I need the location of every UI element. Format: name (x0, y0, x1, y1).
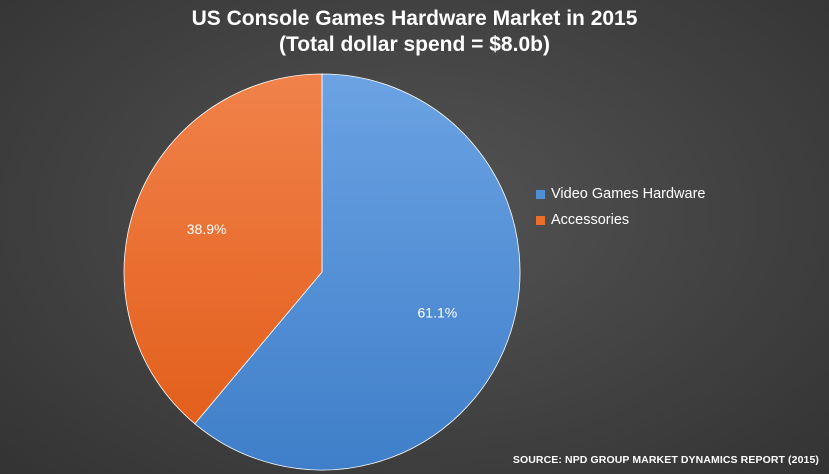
legend-label: Video Games Hardware (551, 186, 706, 202)
chart-subtitle: (Total dollar spend = $8.0b) (279, 33, 550, 56)
legend-swatch (536, 189, 545, 199)
chart-title: US Console Games Hardware Market in 2015… (0, 6, 829, 58)
legend-item-accessories: Accessories (536, 207, 705, 233)
pie-slice-accessories (123, 73, 323, 425)
legend-label: Accessories (551, 212, 630, 228)
legend: Video Games Hardware Accessories (536, 181, 705, 233)
pie-slice-video-games-hardware (194, 73, 521, 471)
data-label-accessories: 38.9% (187, 221, 227, 237)
chart-title-line-1: US Console Games Hardware Market in 2015 (191, 7, 638, 30)
source-note: SOURCE: NPD GROUP MARKET DYNAMICS REPORT… (512, 454, 819, 466)
legend-swatch (536, 215, 545, 225)
legend-item-video-games-hardware: Video Games Hardware (536, 181, 705, 207)
data-label-video-games-hardware: 61.1% (418, 305, 458, 321)
